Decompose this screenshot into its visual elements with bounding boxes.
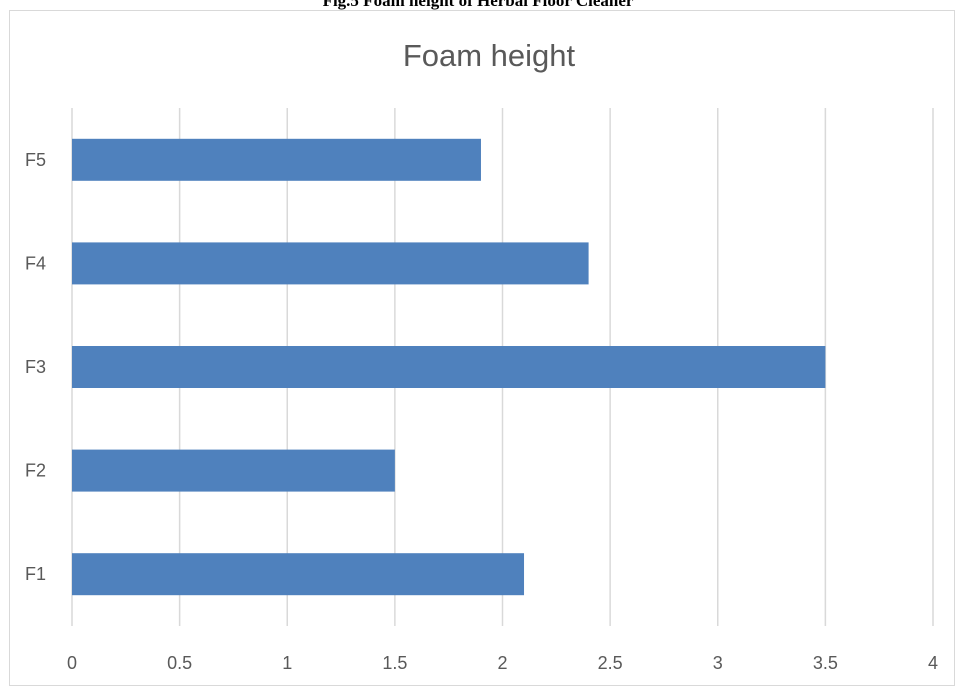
y-tick-label: F2: [25, 461, 46, 481]
bar-f3: [72, 346, 826, 388]
y-tick-label: F1: [25, 564, 46, 584]
chart-title: Foam height: [403, 38, 576, 73]
x-tick-label: 1.5: [382, 653, 407, 673]
x-tick-label: 1: [282, 653, 292, 673]
bar-f2: [72, 449, 395, 492]
y-tick-label: F5: [25, 150, 46, 170]
x-tick-label: 0: [67, 653, 77, 673]
x-tick-label: 3.5: [813, 653, 838, 673]
x-tick-label: 0.5: [167, 653, 192, 673]
x-tick-label: 4: [928, 653, 938, 673]
x-tick-label: 2.5: [598, 653, 623, 673]
bar-f1: [72, 553, 525, 596]
y-tick-label: F3: [25, 357, 46, 377]
value-axis-labels: 0 0.5 1 1.5 2 2.5 3 3.5 4: [67, 653, 938, 673]
x-tick-label: 2: [497, 653, 507, 673]
x-tick-label: 3: [713, 653, 723, 673]
bar-f4: [72, 242, 589, 285]
y-tick-label: F4: [25, 253, 46, 273]
category-axis-labels: F1 F2 F3 F4 F5: [25, 150, 46, 584]
bars: [72, 138, 826, 596]
figure-caption: Fig.5 Foam height of Herbal Floor Cleane…: [322, 0, 634, 10]
bar-f5: [72, 138, 481, 181]
